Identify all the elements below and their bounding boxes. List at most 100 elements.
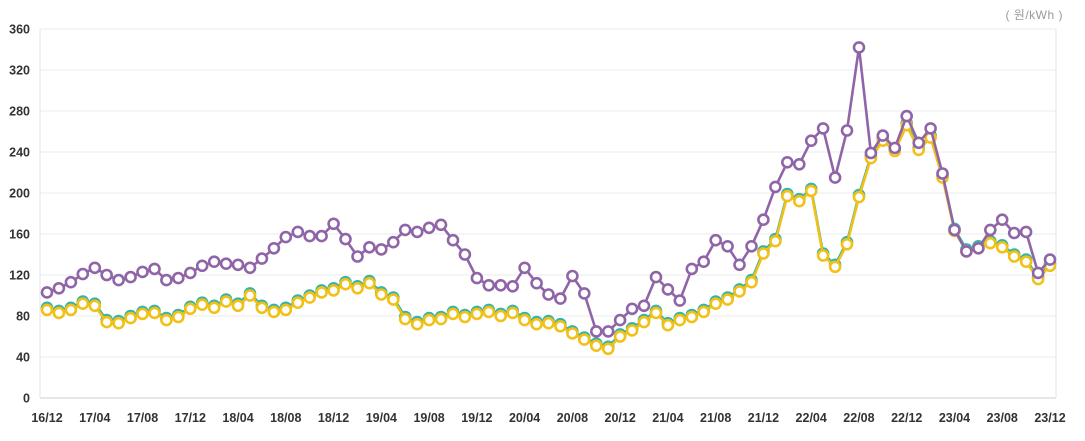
series-yellow-marker (267, 305, 281, 319)
y-tick-label: 200 (9, 187, 30, 201)
x-tick-label: 21/04 (652, 411, 683, 425)
x-tick-label: 20/12 (605, 411, 636, 425)
series-purple-marker (1031, 266, 1045, 280)
series-purple-marker (88, 261, 102, 275)
series-yellow-marker (40, 303, 54, 317)
x-tick-label: 17/04 (79, 411, 110, 425)
series-purple-marker (243, 261, 257, 275)
series-yellow-marker (446, 307, 460, 321)
series-yellow-marker (625, 324, 639, 337)
series-yellow-marker (410, 317, 424, 331)
series-yellow-marker (685, 310, 699, 324)
series-purple-marker (625, 302, 639, 316)
series-purple-marker (983, 223, 997, 237)
series-yellow-marker (124, 311, 137, 325)
series-yellow-marker (255, 301, 269, 315)
series-purple-marker (876, 129, 890, 142)
series-yellow-marker (721, 293, 734, 306)
series-purple-marker (160, 273, 173, 287)
series-purple-marker (279, 230, 293, 244)
series-yellow-marker (351, 281, 364, 295)
series-yellow-marker (195, 298, 209, 312)
series-yellow-marker (398, 312, 412, 326)
series-purple-marker (649, 270, 663, 284)
series-purple-marker (494, 278, 508, 292)
series-yellow-marker (136, 307, 149, 321)
series-yellow-marker (160, 313, 173, 327)
series-purple-marker (374, 243, 388, 256)
x-tick-label: 23/08 (987, 411, 1018, 425)
series-yellow-marker (852, 190, 866, 204)
x-tick-label: 19/08 (413, 411, 444, 425)
series-yellow-marker (279, 303, 293, 317)
series-yellow-marker (769, 234, 782, 248)
series-purple-marker (470, 271, 484, 285)
series-purple-marker (673, 294, 687, 307)
series-yellow-marker (386, 293, 400, 306)
series-yellow-marker (673, 313, 687, 327)
series-purple-marker (864, 146, 878, 160)
series-purple-marker (446, 233, 460, 247)
series-purple-marker (363, 241, 376, 254)
series-yellow-marker (542, 316, 555, 330)
series-purple-marker (828, 171, 842, 184)
series-yellow-marker (983, 236, 997, 250)
series-yellow-marker (148, 306, 161, 320)
series-purple-marker (948, 223, 961, 237)
x-tick-label: 18/12 (318, 411, 349, 425)
series-yellow-marker (52, 306, 66, 320)
series-purple-marker (184, 266, 197, 280)
series-yellow-marker (315, 286, 328, 299)
x-axis-labels: 16/12 17/04 17/08 17/12 18/04 18/08 18/12 19/04… (31, 411, 1065, 425)
series-yellow (40, 119, 1057, 356)
series-purple-marker (757, 213, 770, 226)
series-yellow-marker (757, 247, 770, 260)
series-purple-marker (888, 141, 902, 155)
series-purple-marker (327, 217, 340, 231)
series-yellow-marker (661, 318, 675, 332)
series-yellow-marker (207, 301, 221, 315)
series-teal (40, 117, 1057, 354)
series-yellow-marker (243, 289, 257, 302)
series-purple-marker (566, 269, 579, 283)
series-yellow-marker (434, 312, 448, 326)
series-purple-marker (124, 270, 137, 284)
series-yellow-marker (589, 339, 603, 353)
series-purple-marker (601, 325, 615, 338)
series-purple-marker (769, 180, 782, 194)
y-tick-label: 40 (16, 351, 30, 365)
series-purple-marker (637, 299, 651, 313)
series-purple-marker (530, 276, 543, 290)
series-purple-marker (172, 271, 185, 285)
series-purple-marker (745, 240, 758, 253)
series-purple-marker (900, 109, 914, 123)
series-purple-marker (52, 281, 66, 295)
series-purple-marker (339, 232, 352, 246)
series-purple-marker (792, 158, 806, 171)
series-yellow-marker (64, 303, 78, 317)
unit-label: ( 원/kWh ) (1005, 8, 1063, 22)
series-purple-marker (518, 261, 531, 275)
series-yellow-marker (327, 284, 340, 297)
series-purple-marker (506, 279, 520, 293)
series-purple-marker (840, 124, 854, 137)
series-purple-marker (554, 292, 567, 305)
series-purple-marker (458, 248, 472, 261)
y-tick-label: 240 (9, 146, 30, 160)
series-purple-marker (422, 221, 436, 235)
series-yellow-marker (422, 313, 436, 327)
series-yellow-marker (374, 288, 388, 301)
series-purple-marker (76, 267, 90, 281)
series-purple-marker (936, 167, 949, 180)
series-yellow-marker (482, 305, 496, 319)
series-yellow-marker (530, 317, 543, 331)
series-purple-marker (912, 136, 926, 150)
series-purple-marker (291, 225, 305, 239)
series-purple-marker (960, 245, 973, 258)
series-yellow-marker (184, 302, 197, 316)
series-teal-line (45, 122, 1052, 349)
y-tick-label: 280 (9, 105, 30, 119)
x-tick-label: 22/12 (891, 411, 922, 425)
series-purple (40, 41, 1057, 338)
y-tick-label: 120 (9, 269, 30, 283)
